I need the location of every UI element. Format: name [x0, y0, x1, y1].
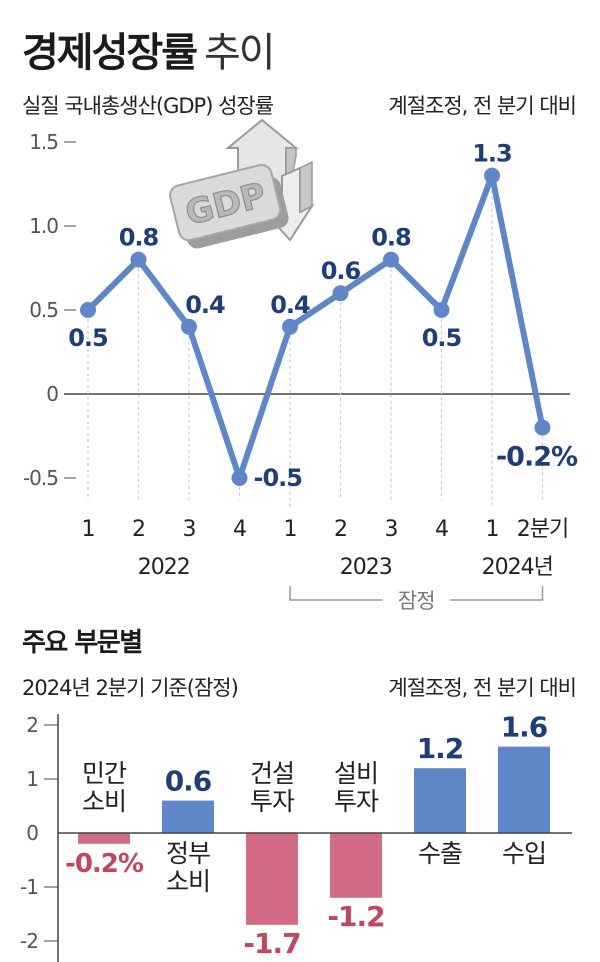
year-label: 2022 — [138, 555, 190, 580]
x-tick-label: 2분기 — [517, 517, 568, 542]
category-label: 투자 — [334, 787, 379, 816]
category-label: 정부 — [166, 839, 210, 868]
y-tick-label: 0.5 — [29, 298, 58, 322]
y-tick-label: -2 — [20, 929, 38, 953]
x-tick-label: 3 — [385, 517, 398, 542]
x-tick-label: 1 — [82, 517, 95, 542]
category-label: 소비 — [82, 787, 126, 816]
line-chart-subtitle: 실질 국내총생산(GDP) 성장률 — [22, 94, 274, 118]
provisional-label-bg — [382, 590, 451, 612]
x-tick-label: 3 — [183, 517, 196, 542]
x-tick-label: 4 — [233, 517, 246, 542]
data-point — [282, 318, 298, 335]
data-label: -0.2% — [496, 442, 578, 473]
bar — [78, 833, 130, 844]
data-point — [181, 318, 197, 335]
line-chart: 1.5 1.0 0.5 0 -0.5 0.5 0.8 0.4 -0.5 0.4 0.6 0.8 0.5 1… — [23, 130, 579, 613]
data-label: 0.6 — [321, 257, 361, 285]
bar-chart: 210-1-2-0.2%0.6-1.7-1.21.21.6민간소비정부소비건설투… — [20, 711, 572, 962]
data-point — [231, 470, 248, 486]
data-point — [383, 251, 399, 268]
gdp-block-letters: GDP — [169, 163, 289, 249]
data-label: 0.5 — [68, 324, 108, 352]
category-label: 민간 — [82, 759, 127, 788]
gdp-illustration: GDP — [169, 118, 315, 249]
x-tick-label: 2 — [334, 517, 347, 542]
bar — [498, 746, 550, 833]
bar-value-label: 0.6 — [165, 765, 212, 798]
category-label: 수출 — [418, 839, 462, 868]
category-label: 건설 — [250, 759, 294, 788]
series-line — [85, 172, 546, 481]
category-label: 수입 — [502, 839, 546, 868]
bar-chart-subtitle: 2024년 2분기 기준(잠정) — [22, 676, 239, 700]
data-point — [80, 302, 96, 318]
data-point — [130, 251, 147, 268]
category-label: 설비 — [334, 759, 378, 788]
bar-value-label: -1.7 — [243, 927, 300, 960]
data-point — [332, 285, 349, 302]
page-title: 경제성장률 추이 — [22, 20, 276, 78]
x-tick-label: 1 — [486, 517, 499, 542]
category-label: 투자 — [250, 787, 295, 816]
bar-value-label: -0.2% — [65, 849, 144, 879]
bar — [414, 768, 466, 833]
y-tick-label: -0.5 — [23, 466, 58, 490]
section-title: 주요 부문별 — [22, 628, 143, 658]
year-label: 2023 — [340, 555, 392, 580]
x-tick-label: 2 — [132, 517, 145, 542]
data-label: -0.5 — [254, 464, 303, 492]
provisional-label: 잠정 — [398, 589, 435, 613]
line-chart-note: 계절조정, 전 분기 대비 — [388, 94, 577, 118]
bar — [330, 833, 382, 898]
data-point — [433, 302, 450, 318]
y-tick-label: 1.5 — [29, 130, 58, 154]
data-label: 0.5 — [422, 324, 462, 352]
y-tick-label: 1 — [26, 767, 38, 791]
data-point — [534, 419, 551, 436]
bar-value-label: 1.2 — [417, 732, 464, 765]
data-label: 0.4 — [185, 291, 225, 319]
x-tick-label: 4 — [435, 517, 448, 542]
data-label: 0.8 — [371, 224, 411, 252]
page-title-suffix: 추이 — [204, 30, 276, 76]
y-tick-label: 0 — [46, 382, 58, 406]
y-tick-label: 2 — [26, 713, 38, 737]
data-label: 1.3 — [472, 140, 512, 168]
page-title-main: 경제성장률 — [22, 30, 198, 76]
y-tick-label: -1 — [20, 875, 38, 899]
bar-chart-note: 계절조정, 전 분기 대비 — [388, 676, 577, 700]
y-tick-label: 1.0 — [29, 214, 58, 238]
data-point — [484, 167, 500, 184]
y-tick-label: 0 — [26, 821, 38, 845]
data-label: 0.4 — [270, 291, 310, 319]
category-label: 소비 — [166, 867, 210, 896]
bar-value-label: 1.6 — [501, 711, 548, 744]
x-tick-label: 1 — [284, 517, 297, 542]
bar-value-label: -1.2 — [327, 900, 384, 933]
data-label: 0.8 — [119, 224, 159, 252]
year-label: 2024년 — [482, 555, 553, 580]
bar — [162, 800, 214, 833]
bar — [246, 833, 298, 925]
